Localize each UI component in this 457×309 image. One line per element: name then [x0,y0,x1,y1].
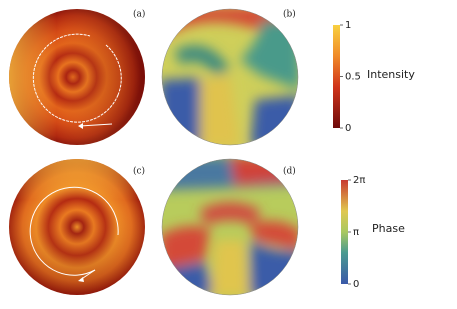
colorbar-title: Phase [372,222,405,235]
tick-label: 0.5 [345,72,361,83]
tick-label: 0 [353,279,359,290]
tick-label: 0 [345,123,351,134]
panel-d [162,159,298,295]
colorbar: Phase [341,180,405,284]
panel-label: (c) [133,166,145,177]
tick-label: π [353,227,359,238]
panel-c [9,159,145,295]
tick-label: 1 [345,20,351,31]
panel-a [9,9,145,145]
panel-b [162,9,298,145]
panel-label: (a) [133,9,145,20]
colorbar: Intensity [333,25,415,128]
panel-label: (d) [283,166,296,177]
tick-label: 2π [353,175,365,186]
colorbar-title: Intensity [367,68,415,81]
panel-label: (b) [283,9,296,20]
